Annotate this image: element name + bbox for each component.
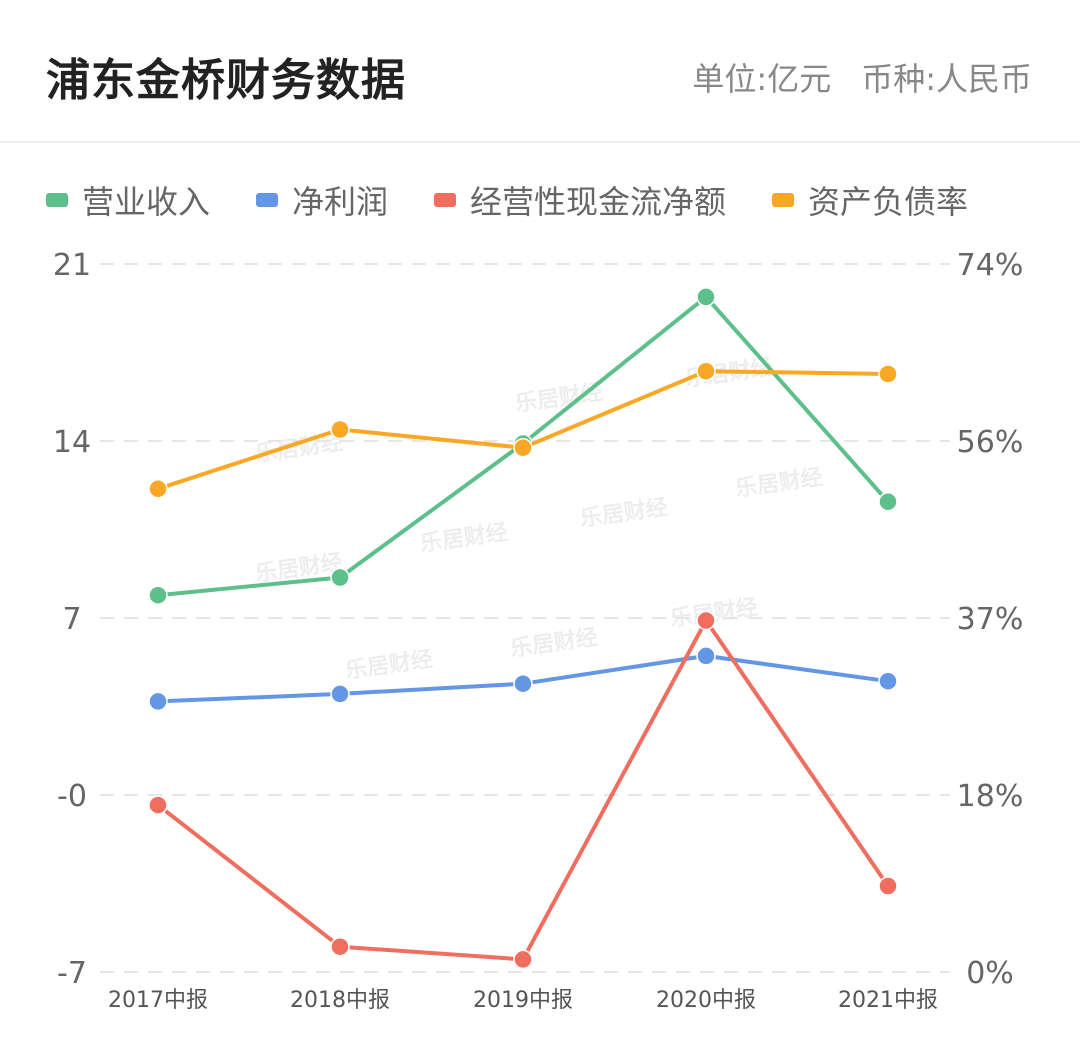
unit-label: 单位:亿元	[692, 60, 832, 98]
x-tick-label: 2021中报	[838, 988, 938, 1013]
data-point-net-profit[interactable]	[148, 691, 168, 712]
legend-label: 营业收入	[82, 183, 211, 221]
series-line-operating-cash-flow	[156, 618, 890, 962]
data-point-net-profit[interactable]	[878, 671, 898, 691]
data-point-revenue[interactable]	[878, 491, 898, 512]
data-point-debt-ratio[interactable]	[513, 437, 533, 458]
y-right-tick-label: 0%	[966, 956, 1014, 991]
legend-item-net-profit[interactable]: 净利润	[256, 177, 388, 223]
data-point-revenue[interactable]	[148, 585, 168, 605]
data-point-operating-cash-flow[interactable]	[513, 949, 533, 970]
data-point-operating-cash-flow[interactable]	[878, 876, 898, 896]
legend-label: 净利润	[292, 183, 389, 221]
legend-item-operating-cash-flow[interactable]: 经营性现金流净额	[434, 177, 726, 223]
data-point-net-profit[interactable]	[696, 646, 716, 666]
watermark-text: 乐居财经	[254, 429, 345, 467]
y-left-tick-label: 14	[53, 425, 91, 460]
data-point-operating-cash-flow[interactable]	[330, 936, 350, 957]
legend-swatch	[256, 193, 279, 207]
y-left-tick-label: 7	[62, 602, 81, 637]
unit-info: 单位:亿元 币种:人民币	[692, 54, 1032, 100]
data-point-revenue[interactable]	[696, 287, 716, 307]
header: 浦东金桥财务数据 单位:亿元 币种:人民币	[0, 0, 1080, 143]
legend-swatch	[434, 193, 457, 207]
x-tick-label: 2019中报	[473, 988, 573, 1013]
legend-label: 资产负债率	[808, 183, 969, 221]
data-point-debt-ratio[interactable]	[330, 419, 350, 440]
data-point-debt-ratio[interactable]	[878, 364, 898, 384]
watermark-text: 乐居财经	[509, 624, 600, 662]
data-point-operating-cash-flow[interactable]	[148, 795, 168, 815]
y-right-tick-label: 74%	[957, 248, 1024, 283]
x-tick-label: 2017中报	[108, 988, 208, 1013]
legend-item-revenue[interactable]: 营业收入	[46, 177, 210, 223]
y-right-tick-label: 56%	[957, 425, 1024, 460]
watermark-text: 乐居财经	[734, 464, 825, 502]
y-left-tick-label: -0	[57, 779, 87, 814]
y-left-tick-label: 21	[53, 248, 91, 283]
page-title: 浦东金桥财务数据	[46, 55, 406, 106]
data-point-net-profit[interactable]	[513, 673, 533, 694]
data-point-net-profit[interactable]	[330, 684, 350, 704]
legend-swatch	[772, 193, 795, 207]
legend-item-debt-ratio[interactable]: 资产负债率	[772, 177, 968, 223]
y-left-tick-label: -7	[57, 956, 87, 991]
data-point-operating-cash-flow[interactable]	[696, 610, 716, 631]
watermark-text: 乐居财经	[419, 519, 510, 557]
watermark-text: 乐居财经	[514, 379, 605, 417]
x-tick-label: 2020中报	[656, 988, 756, 1013]
y-right-tick-label: 18%	[957, 779, 1024, 814]
data-point-debt-ratio[interactable]	[696, 361, 716, 381]
watermark-text: 乐居财经	[344, 646, 435, 684]
currency-label: 币种:人民币	[861, 60, 1032, 98]
y-right-tick-label: 37%	[957, 602, 1024, 637]
watermark-text: 乐居财经	[669, 594, 760, 632]
legend-swatch	[46, 193, 68, 207]
legend-label: 经营性现金流净额	[470, 183, 727, 221]
data-point-debt-ratio[interactable]	[148, 479, 168, 499]
chart-legend: 营业收入 净利润 经营性现金流净额 资产负债率	[46, 178, 968, 222]
watermark-text: 乐居财经	[579, 494, 670, 532]
x-tick-label: 2018中报	[290, 988, 390, 1013]
data-point-revenue[interactable]	[330, 567, 350, 588]
